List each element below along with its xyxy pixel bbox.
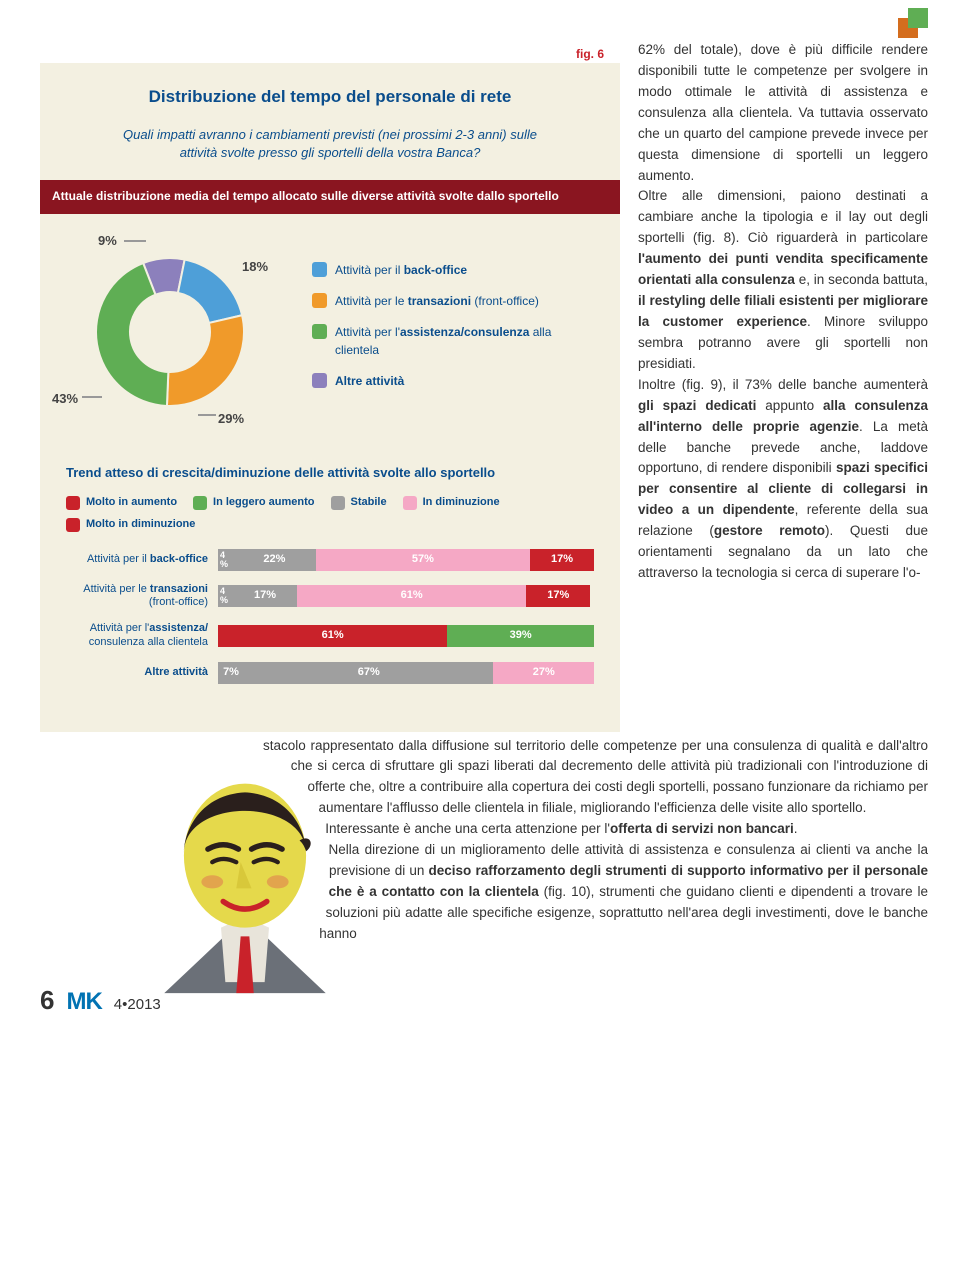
p3-b3: gli spazi dedicati: [638, 398, 756, 413]
p3b: appunto: [756, 398, 823, 413]
p3-b6: gestore remoto: [714, 523, 825, 538]
trend-legend: Molto in aumentoIn leggero aumentoStabil…: [66, 495, 594, 533]
article-text-wrap: stacolo rappresentato dalla diffusione s…: [40, 736, 928, 1010]
chart-subtitle: Quali impatti avranno i cambiamenti prev…: [115, 126, 545, 162]
figure-6-box: Distribuzione del tempo del personale di…: [40, 63, 620, 731]
chart-band: Attuale distribuzione media del tempo al…: [40, 180, 620, 213]
w1: stacolo rappresentato dalla diffusione s…: [263, 738, 928, 816]
p1: 62% del totale), dove è più difficile re…: [638, 42, 928, 183]
p2b: e, in seconda battuta,: [795, 272, 928, 287]
p2a: Oltre alle dimensioni, paiono destinati …: [638, 188, 928, 245]
magazine-logo: MK: [66, 985, 101, 1020]
donut-chart: 9% 18% 29% 43%: [52, 232, 292, 432]
w2-b: offerta di servizi non bancari: [610, 821, 794, 836]
stacked-bars: Attività per il back-office4 %22%57%17%A…: [66, 549, 594, 684]
issue-number: 4•2013: [114, 994, 161, 1016]
corner-logo: [898, 8, 928, 38]
page-number: 6: [40, 982, 54, 1020]
chart-title: Distribuzione del tempo del personale di…: [66, 85, 594, 110]
w2b: .: [794, 821, 798, 836]
donut-legend: Attività per il back-officeAttività per …: [312, 261, 594, 402]
donut-label-bottom: 29%: [218, 410, 244, 429]
page-footer: 6 MK 4•2013: [40, 982, 161, 1020]
figure-label: fig. 6: [40, 40, 620, 63]
trend-title: Trend atteso di crescita/diminuzione del…: [66, 464, 594, 483]
p3a: Inoltre (fig. 9), il 73% delle banche au…: [638, 377, 928, 392]
donut-label-left: 43%: [52, 390, 78, 409]
donut-label-top: 9%: [98, 232, 117, 251]
article-text-right: 62% del totale), dove è più difficile re…: [638, 40, 928, 732]
w2a: Interessante è anche una certa attenzion…: [325, 821, 610, 836]
donut-label-top-right: 18%: [242, 258, 268, 277]
